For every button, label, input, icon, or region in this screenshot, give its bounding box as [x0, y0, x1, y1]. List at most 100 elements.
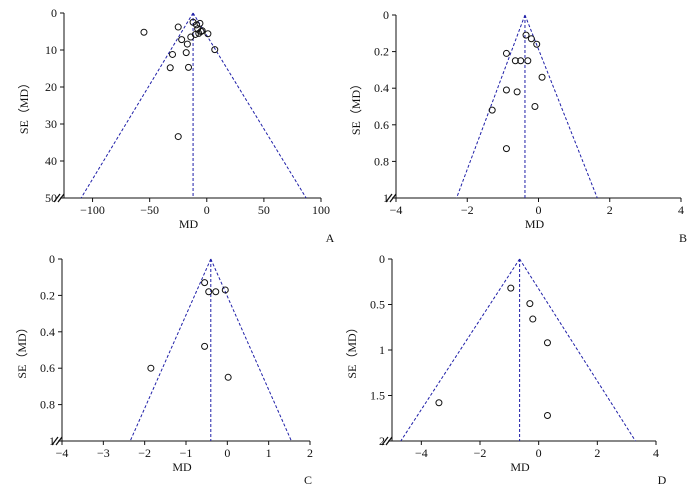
study-point	[543, 412, 551, 420]
y-tick-label: 2	[379, 434, 385, 448]
x-tick-label: 1	[266, 446, 272, 460]
panel-d: 0 0.5 1 1.5 2 −4 −2 0 2 4 MD SE（MD） D	[345, 252, 667, 487]
y-axis-label: SE（MD）	[17, 77, 31, 134]
study-point	[507, 284, 515, 292]
y-tick-label: 0	[383, 8, 389, 22]
panel-letter: A	[326, 231, 335, 245]
y-tick-label: 10	[45, 43, 57, 57]
study-point	[524, 57, 532, 65]
study-point	[174, 23, 182, 31]
study-point	[178, 36, 186, 44]
x-tick-label: 4	[653, 446, 659, 460]
y-tick-label: 1.5	[370, 389, 385, 403]
study-point	[185, 63, 193, 71]
x-tick-label: −1	[180, 446, 193, 460]
study-point	[140, 28, 148, 36]
study-point	[224, 373, 232, 381]
study-point	[201, 342, 209, 350]
x-tick-label: −2	[474, 446, 487, 460]
study-point	[147, 364, 155, 372]
x-tick-label: 2	[594, 446, 600, 460]
y-tick-label: 0.4	[374, 81, 389, 95]
study-point	[522, 31, 530, 39]
x-tick-label: 4	[678, 203, 684, 217]
funnel-right-boundary	[519, 258, 636, 442]
x-tick-label: 2	[307, 446, 313, 460]
study-point	[187, 33, 195, 41]
x-tick-label: −50	[140, 203, 159, 217]
study-point	[204, 30, 212, 38]
x-tick-label: 2	[607, 203, 613, 217]
study-point	[201, 279, 209, 287]
y-tick-label: 0.4	[40, 325, 55, 339]
y-tick-label: 20	[45, 80, 57, 94]
study-point	[211, 46, 219, 54]
x-axis-label: MD	[510, 460, 530, 474]
x-tick-label: 50	[258, 203, 270, 217]
funnel-right-boundary	[192, 12, 307, 199]
x-axis-label: MD	[179, 217, 199, 231]
x-tick-label: 0	[224, 446, 230, 460]
study-point	[212, 288, 220, 296]
study-point	[182, 49, 190, 57]
x-tick-label: −4	[390, 203, 403, 217]
y-tick-label: 0.6	[40, 361, 55, 375]
y-axis-label: SE（MD）	[349, 78, 363, 135]
y-tick-label: 0.2	[374, 45, 389, 59]
x-tick-label: 100	[312, 203, 330, 217]
study-point	[533, 40, 541, 48]
y-tick-label: 1	[379, 343, 385, 357]
x-axis-label: MD	[172, 460, 192, 474]
y-tick-label: 0.8	[374, 154, 389, 168]
y-tick-label: 0	[379, 252, 385, 266]
study-point	[435, 399, 443, 407]
funnel-left-boundary	[80, 12, 194, 199]
study-point	[529, 315, 537, 323]
study-point	[205, 288, 213, 296]
study-point	[174, 133, 182, 141]
panel-letter: C	[304, 473, 312, 487]
x-tick-label: −3	[97, 446, 110, 460]
y-tick-label: 0.6	[374, 118, 389, 132]
funnel-left-boundary	[400, 258, 521, 442]
y-tick-label: 0.5	[370, 298, 385, 312]
x-tick-label: −4	[415, 446, 428, 460]
study-point	[531, 103, 539, 110]
study-point	[543, 339, 551, 347]
y-tick-label: 50	[45, 191, 57, 205]
panel-a: 0 10 20 30 40 50 −100 −50 0 50 100 MD SE（MD） A	[17, 6, 335, 245]
study-point	[502, 145, 510, 153]
x-tick-label: 0	[536, 203, 542, 217]
y-tick-label: 0	[49, 252, 55, 266]
x-tick-label: −100	[80, 203, 105, 217]
y-tick-label: 30	[45, 117, 57, 131]
funnel-left-boundary	[456, 14, 526, 199]
y-tick-label: 0.8	[40, 398, 55, 412]
panel-letter: B	[679, 231, 687, 245]
funnel-right-boundary	[210, 258, 292, 442]
y-axis-label: SE（MD）	[15, 321, 29, 378]
y-tick-label: 1	[383, 191, 389, 205]
y-tick-label: 40	[45, 154, 57, 168]
study-point	[488, 106, 496, 114]
x-tick-label: −2	[138, 446, 151, 460]
funnel-left-boundary	[129, 258, 212, 442]
panel-letter: D	[658, 473, 667, 487]
x-tick-label: −2	[461, 203, 474, 217]
y-axis-label: SE（MD）	[345, 321, 359, 378]
study-point	[192, 21, 200, 29]
study-point	[502, 49, 510, 57]
study-point	[169, 50, 177, 58]
x-tick-label: 0	[204, 203, 210, 217]
study-point	[197, 28, 205, 35]
y-tick-label: 0	[51, 6, 57, 20]
study-point	[517, 57, 525, 65]
study-point	[538, 73, 546, 81]
x-axis-label: MD	[525, 217, 545, 231]
study-point	[166, 64, 174, 72]
study-point	[527, 35, 535, 43]
study-point	[513, 88, 521, 96]
study-point	[511, 57, 519, 65]
